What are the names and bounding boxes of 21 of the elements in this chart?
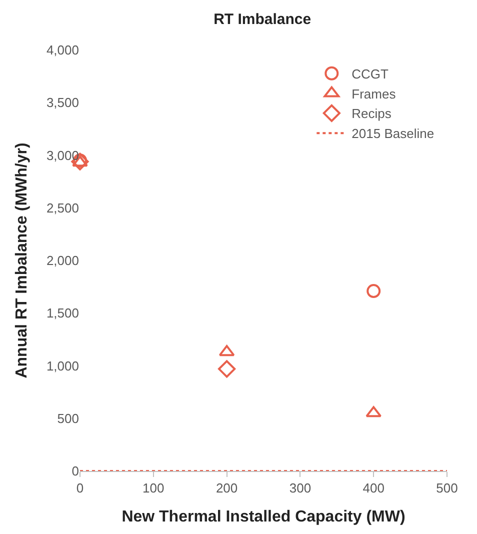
x-tick-label: 100 <box>142 480 164 496</box>
y-axis-title: Annual RT Imbalance (MWh/yr) <box>13 142 30 378</box>
x-axis-title: New Thermal Installed Capacity (MW) <box>122 508 406 526</box>
chart-title: RT Imbalance <box>214 10 312 28</box>
legend-label: Recips <box>352 106 392 122</box>
x-tick-label: 400 <box>362 480 384 496</box>
x-tick-label: 500 <box>436 480 458 496</box>
y-tick-label: 2,500 <box>46 200 79 216</box>
y-tick-label: 4,000 <box>46 42 79 58</box>
y-tick-label: 2,000 <box>46 253 79 268</box>
y-tick-label: 0 <box>72 464 79 479</box>
x-tick-label: 300 <box>289 480 312 496</box>
y-tick-label: 500 <box>57 410 79 426</box>
legend-label: Frames <box>352 86 396 102</box>
y-tick-label: 1,500 <box>46 306 79 321</box>
y-tick-label: 3,000 <box>46 148 79 163</box>
y-tick-label: 1,000 <box>46 358 79 374</box>
y-tick-label: 3,500 <box>46 95 79 110</box>
legend-label: CCGT <box>352 66 389 82</box>
x-tick-label: 200 <box>216 480 238 496</box>
legend-label: 2015 Baseline <box>352 126 434 142</box>
